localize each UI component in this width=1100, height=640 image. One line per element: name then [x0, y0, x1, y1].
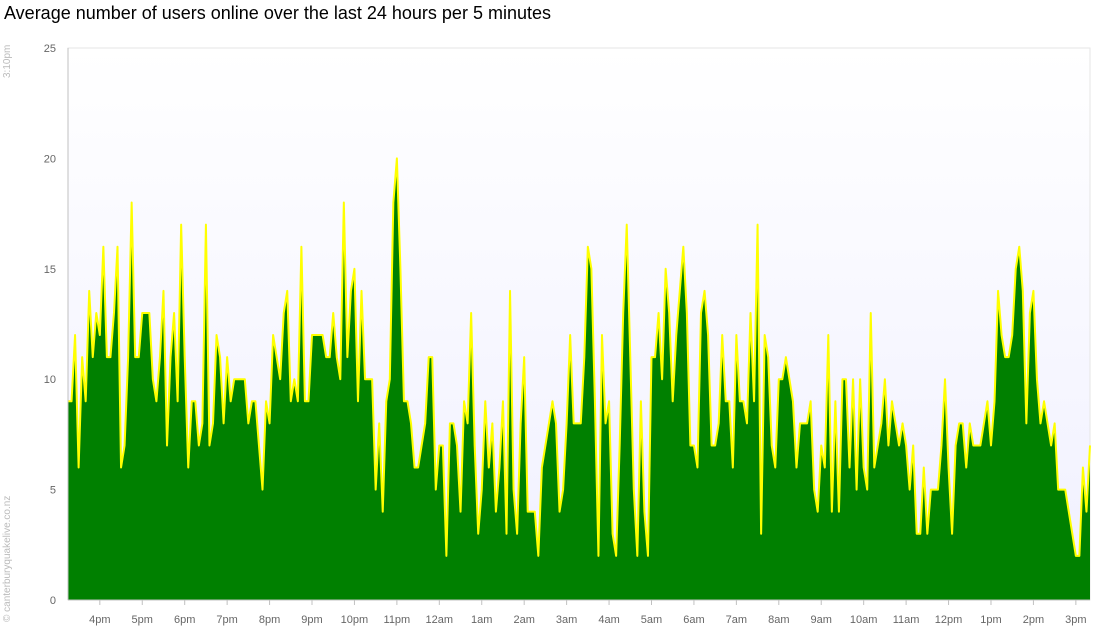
x-tick-label: 7am	[726, 614, 747, 626]
x-tick-label: 8pm	[259, 614, 280, 626]
y-tick-label: 10	[44, 374, 56, 386]
x-tick-label: 8am	[768, 614, 789, 626]
x-tick-label: 4pm	[89, 614, 110, 626]
x-tick-label: 6pm	[174, 614, 195, 626]
y-tick-label: 20	[44, 153, 56, 165]
y-tick-label: 25	[44, 43, 56, 55]
y-tick-label: 5	[50, 485, 56, 497]
x-tick-label: 4am	[598, 614, 619, 626]
x-tick-label: 11pm	[384, 614, 411, 626]
series-line	[68, 157, 1091, 557]
x-tick-label: 1pm	[980, 614, 1001, 626]
y-axis: 0 5 10 15 20 25	[44, 43, 56, 607]
x-axis: 4pm 5pm 6pm 7pm 8pm 9pm 10pm 11pm 12am 1am 2am 3am 4…	[89, 600, 1087, 626]
y-tick-label: 0	[50, 595, 56, 607]
chart-title: Average number of users online over the …	[4, 3, 551, 23]
series-area	[68, 158, 1090, 600]
x-tick-label: 1am	[471, 614, 492, 626]
x-tick-label: 9am	[811, 614, 832, 626]
x-tick-label: 3am	[556, 614, 577, 626]
x-tick-label: 11am	[893, 614, 920, 626]
x-tick-label: 3pm	[1065, 614, 1086, 626]
x-tick-label: 10pm	[341, 614, 369, 626]
x-tick-label: 2am	[513, 614, 534, 626]
x-tick-label: 12pm	[935, 614, 963, 626]
x-tick-label: 2pm	[1023, 614, 1044, 626]
x-tick-label: 5pm	[132, 614, 153, 626]
x-tick-label: 10am	[850, 614, 878, 626]
x-tick-label: 7pm	[216, 614, 237, 626]
x-tick-label: 9pm	[301, 614, 322, 626]
x-tick-label: 12am	[426, 614, 454, 626]
x-tick-label: 5am	[641, 614, 662, 626]
x-tick-label: 6am	[683, 614, 704, 626]
y-tick-label: 15	[44, 264, 56, 276]
